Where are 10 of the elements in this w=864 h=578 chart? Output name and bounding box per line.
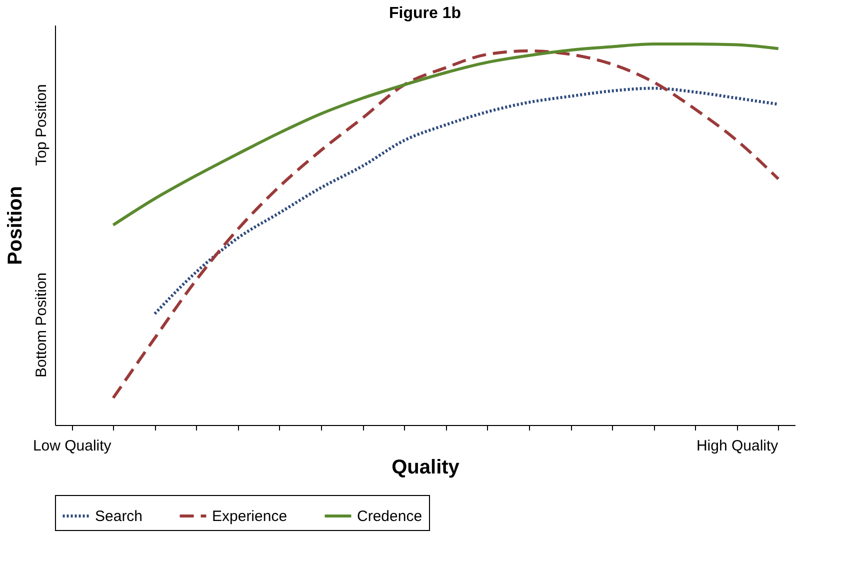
x-tick-label: High Quality [696,438,779,454]
legend-label: Experience [212,508,288,525]
text: Bottom Position [33,272,50,378]
legend-label: Search [95,508,143,525]
chart-title: Figure 1b [388,5,462,22]
x-axis-title: Quality [392,456,460,478]
text: Top Position [33,84,50,166]
x-tick-label: Low Quality [32,438,112,454]
legend-label: Credence [357,508,422,525]
y-axis-title: Position [4,186,26,265]
